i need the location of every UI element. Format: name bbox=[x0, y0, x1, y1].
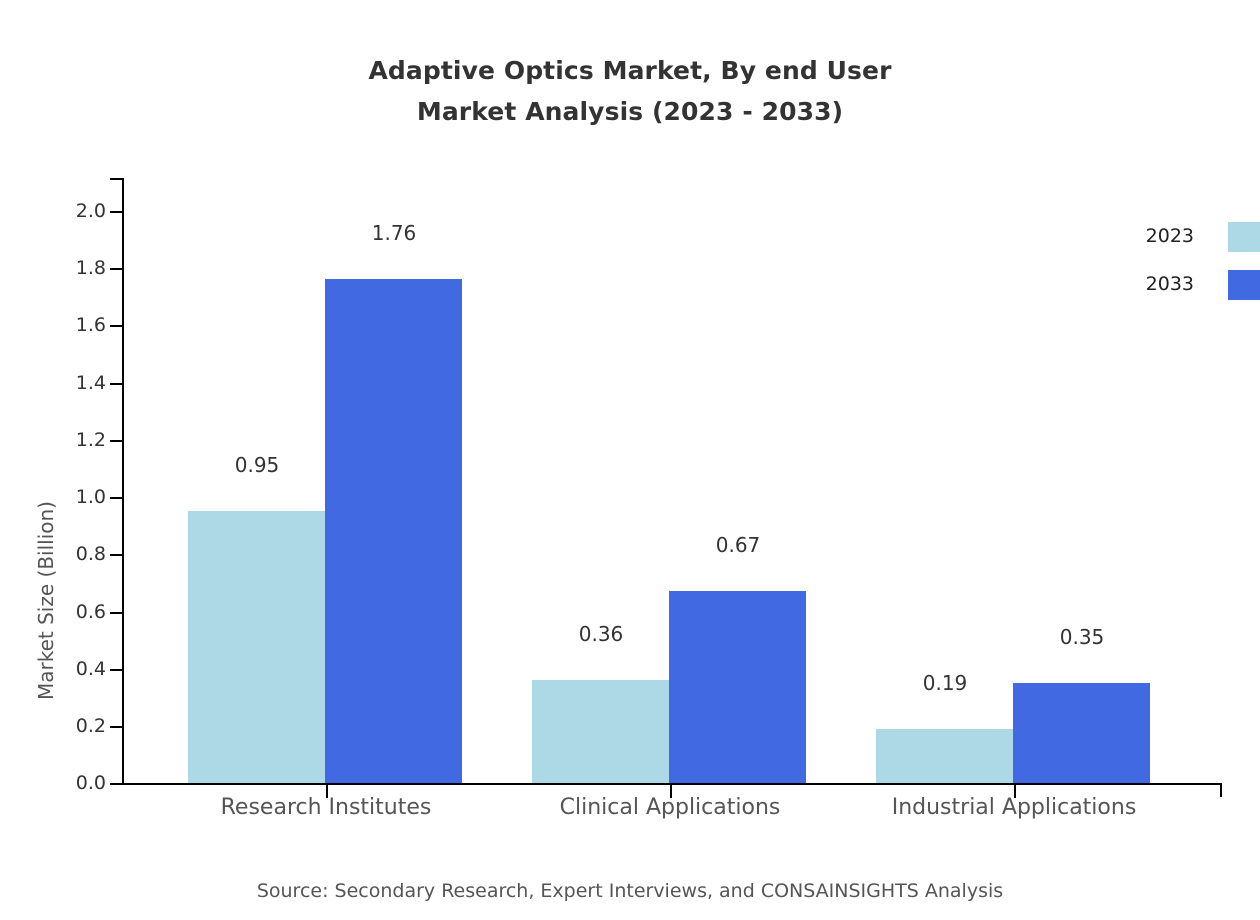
y-tick-label: 1.4 bbox=[75, 372, 106, 394]
chart-title: Adaptive Optics Market, By end User Mark… bbox=[0, 50, 1260, 132]
legend-swatch-2033-icon bbox=[1228, 270, 1260, 300]
y-tick-label: 1.8 bbox=[75, 257, 106, 279]
chart-legend: 2023 2033 bbox=[1136, 222, 1260, 318]
bar-2033-research-institutes[interactable] bbox=[325, 279, 462, 783]
bar-2023-clinical-applications[interactable] bbox=[532, 680, 669, 783]
y-axis-top-cap bbox=[110, 178, 124, 180]
y-tick-label: 0.4 bbox=[75, 658, 106, 680]
bar-value-label: 0.35 bbox=[1059, 625, 1105, 649]
y-tick-mark bbox=[110, 726, 123, 728]
y-tick-label: 0.6 bbox=[75, 601, 106, 623]
y-tick-label: 1.0 bbox=[75, 486, 106, 508]
bar-value-label: 0.36 bbox=[578, 622, 624, 646]
chart-title-line-2: Market Analysis (2023 - 2033) bbox=[416, 97, 844, 126]
bar-value-label: 0.19 bbox=[922, 671, 968, 695]
x-tick-mark bbox=[1014, 785, 1016, 798]
y-tick-mark bbox=[110, 211, 123, 213]
x-axis-line bbox=[122, 783, 1222, 785]
x-category-label-industrial-applications: Industrial Applications bbox=[891, 795, 1137, 820]
bar-2033-clinical-applications[interactable] bbox=[669, 591, 806, 783]
bar-2023-industrial-applications[interactable] bbox=[876, 729, 1013, 783]
y-axis-line bbox=[122, 178, 124, 785]
y-tick-mark bbox=[110, 554, 123, 556]
bar-value-label: 1.76 bbox=[371, 221, 417, 245]
y-tick-mark bbox=[110, 383, 123, 385]
bar-2033-industrial-applications[interactable] bbox=[1013, 683, 1150, 783]
x-axis-right-cap bbox=[1220, 783, 1222, 797]
y-tick-mark bbox=[110, 325, 123, 327]
y-axis-title: Market Size (Billion) bbox=[34, 501, 58, 700]
y-tick-label: 0.2 bbox=[75, 715, 106, 737]
y-tick-label: 0.0 bbox=[75, 772, 106, 794]
legend-label-2033: 2033 bbox=[1145, 273, 1194, 295]
x-category-label-clinical-applications: Clinical Applications bbox=[559, 795, 781, 820]
bar-value-label: 0.95 bbox=[234, 453, 280, 477]
y-tick-label: 1.6 bbox=[75, 314, 106, 336]
x-category-label-research-institutes: Research Institutes bbox=[220, 795, 432, 820]
legend-item-2033[interactable]: 2033 bbox=[1136, 270, 1260, 318]
x-tick-mark bbox=[670, 785, 672, 798]
bar-2023-research-institutes[interactable] bbox=[188, 511, 325, 783]
chart-title-line-1: Adaptive Optics Market, By end User bbox=[368, 56, 892, 85]
y-tick-mark bbox=[110, 669, 123, 671]
legend-swatch-2023-icon bbox=[1228, 222, 1260, 252]
y-tick-mark bbox=[110, 612, 123, 614]
bar-value-label: 0.67 bbox=[715, 533, 761, 557]
y-tick-mark bbox=[110, 783, 123, 785]
y-tick-mark bbox=[110, 440, 123, 442]
source-note: Source: Secondary Research, Expert Inter… bbox=[256, 880, 1004, 902]
y-tick-label: 0.8 bbox=[75, 543, 106, 565]
y-tick-mark bbox=[110, 268, 123, 270]
legend-label-2023: 2023 bbox=[1145, 225, 1194, 247]
legend-item-2023[interactable]: 2023 bbox=[1136, 222, 1260, 270]
y-tick-label: 2.0 bbox=[75, 200, 106, 222]
y-tick-mark bbox=[110, 497, 123, 499]
x-tick-mark bbox=[326, 785, 328, 798]
y-tick-label: 1.2 bbox=[75, 429, 106, 451]
plot-area: 0.95 1.76 0.36 0.67 0.19 0.35 bbox=[122, 211, 1222, 783]
